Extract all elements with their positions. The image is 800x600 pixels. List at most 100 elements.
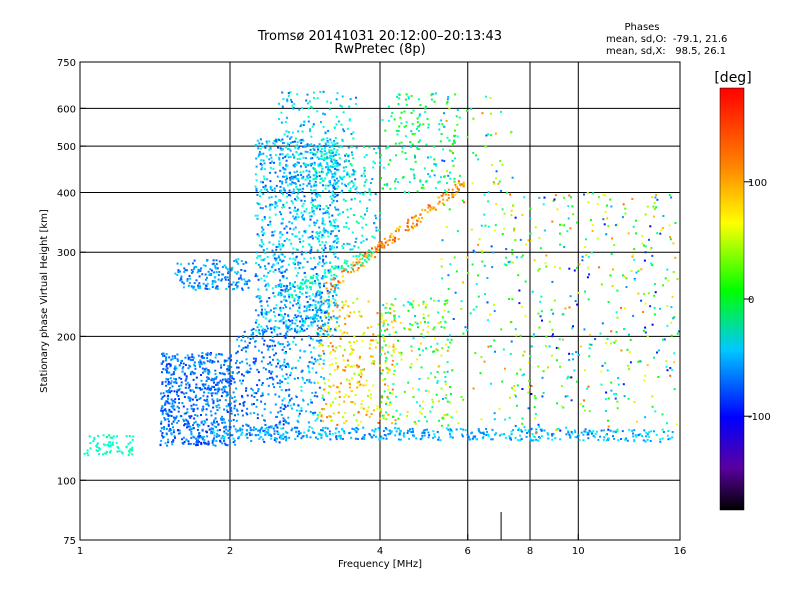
data-point-3061 — [439, 140, 442, 143]
data-point-538 — [164, 402, 167, 405]
data-point-3093 — [401, 150, 404, 153]
data-point-2506 — [300, 385, 303, 388]
data-point-3590 — [555, 359, 558, 362]
data-point-2472 — [315, 371, 318, 374]
data-point-2876 — [350, 164, 353, 167]
data-point-770 — [227, 285, 230, 288]
data-point-3354 — [440, 354, 443, 357]
data-point-4313 — [407, 429, 409, 432]
data-point-1701 — [331, 191, 334, 194]
data-point-3803 — [540, 295, 543, 298]
data-point-1565 — [272, 311, 275, 313]
data-point-4645 — [333, 273, 336, 276]
data-point-3054 — [395, 178, 397, 181]
data-point-2671 — [336, 423, 339, 426]
data-point-1846 — [279, 211, 281, 213]
data-point-1691 — [260, 238, 263, 241]
data-point-479 — [225, 425, 228, 428]
data-point-1720 — [260, 241, 263, 243]
data-point-3154 — [413, 177, 416, 180]
data-point-1368 — [337, 257, 339, 260]
data-point-4607 — [363, 255, 366, 258]
data-point-914 — [249, 367, 252, 370]
data-point-3395 — [446, 338, 449, 341]
data-point-3263 — [437, 299, 440, 302]
data-point-666 — [233, 404, 236, 407]
data-point-1619 — [295, 331, 298, 334]
data-point-1093 — [250, 387, 253, 390]
data-point-4605 — [392, 238, 394, 241]
data-point-3182 — [445, 191, 448, 194]
data-point-2115 — [343, 175, 346, 178]
data-point-1055 — [268, 345, 271, 348]
data-point-4113 — [643, 429, 646, 432]
data-point-2463 — [302, 324, 305, 327]
data-point-1438 — [310, 321, 313, 324]
data-point-1933 — [254, 144, 257, 147]
data-point-750 — [182, 282, 185, 285]
data-point-1347 — [335, 234, 338, 237]
data-point-536 — [180, 384, 183, 387]
data-point-3340 — [397, 417, 400, 420]
data-point-3829 — [558, 338, 561, 341]
data-point-2860 — [368, 198, 371, 201]
data-point-1350 — [325, 174, 328, 177]
data-point-401 — [213, 421, 216, 424]
data-point-2196 — [334, 143, 337, 146]
data-point-369 — [161, 383, 164, 385]
data-point-3987 — [665, 365, 668, 368]
data-point-2370 — [301, 369, 304, 372]
data-point-895 — [264, 402, 267, 405]
data-point-2658 — [320, 414, 323, 417]
data-point-3372 — [386, 371, 389, 374]
data-point-1938 — [274, 315, 277, 318]
data-point-2747 — [377, 323, 380, 326]
data-point-516 — [186, 411, 189, 414]
data-point-3645 — [553, 265, 556, 268]
data-point-888 — [211, 282, 214, 285]
data-point-48 — [98, 447, 101, 449]
data-point-3729 — [539, 300, 542, 303]
data-point-4598 — [370, 254, 373, 257]
data-point-3835 — [587, 385, 590, 388]
data-point-1170 — [264, 186, 267, 189]
data-point-958 — [263, 440, 266, 443]
data-point-3613 — [655, 194, 658, 196]
data-point-3961 — [529, 207, 532, 210]
data-point-3680 — [623, 275, 626, 278]
data-point-439 — [214, 384, 217, 386]
data-point-1726 — [333, 289, 336, 292]
data-point-3764 — [539, 247, 542, 250]
data-point-981 — [265, 368, 267, 371]
data-point-2642 — [343, 422, 346, 424]
data-point-2823 — [370, 325, 373, 328]
data-point-2998 — [374, 214, 377, 217]
data-point-2815 — [354, 394, 357, 397]
data-point-2995 — [310, 197, 313, 200]
data-point-2266 — [323, 145, 325, 147]
data-point-3920 — [647, 292, 650, 295]
data-point-544 — [172, 439, 175, 442]
data-point-4386 — [593, 436, 596, 439]
data-point-1622 — [296, 188, 299, 191]
data-point-3723 — [666, 369, 669, 372]
data-point-4110 — [632, 432, 634, 435]
data-point-3972 — [614, 224, 617, 227]
data-point-2112 — [311, 125, 314, 128]
data-point-3223 — [416, 190, 419, 193]
data-point-4078 — [451, 436, 454, 439]
data-point-1232 — [301, 215, 304, 218]
data-point-2874 — [316, 219, 319, 222]
data-point-3353 — [424, 306, 427, 309]
data-point-1117 — [274, 352, 277, 355]
data-point-82 — [201, 367, 204, 370]
data-point-1188 — [327, 315, 330, 318]
data-point-3711 — [559, 365, 562, 368]
data-point-731 — [242, 263, 245, 265]
data-point-3672 — [646, 205, 649, 208]
data-point-4033 — [362, 426, 365, 429]
data-point-844 — [226, 268, 229, 271]
data-point-1980 — [288, 257, 291, 260]
data-point-3016 — [325, 204, 328, 207]
